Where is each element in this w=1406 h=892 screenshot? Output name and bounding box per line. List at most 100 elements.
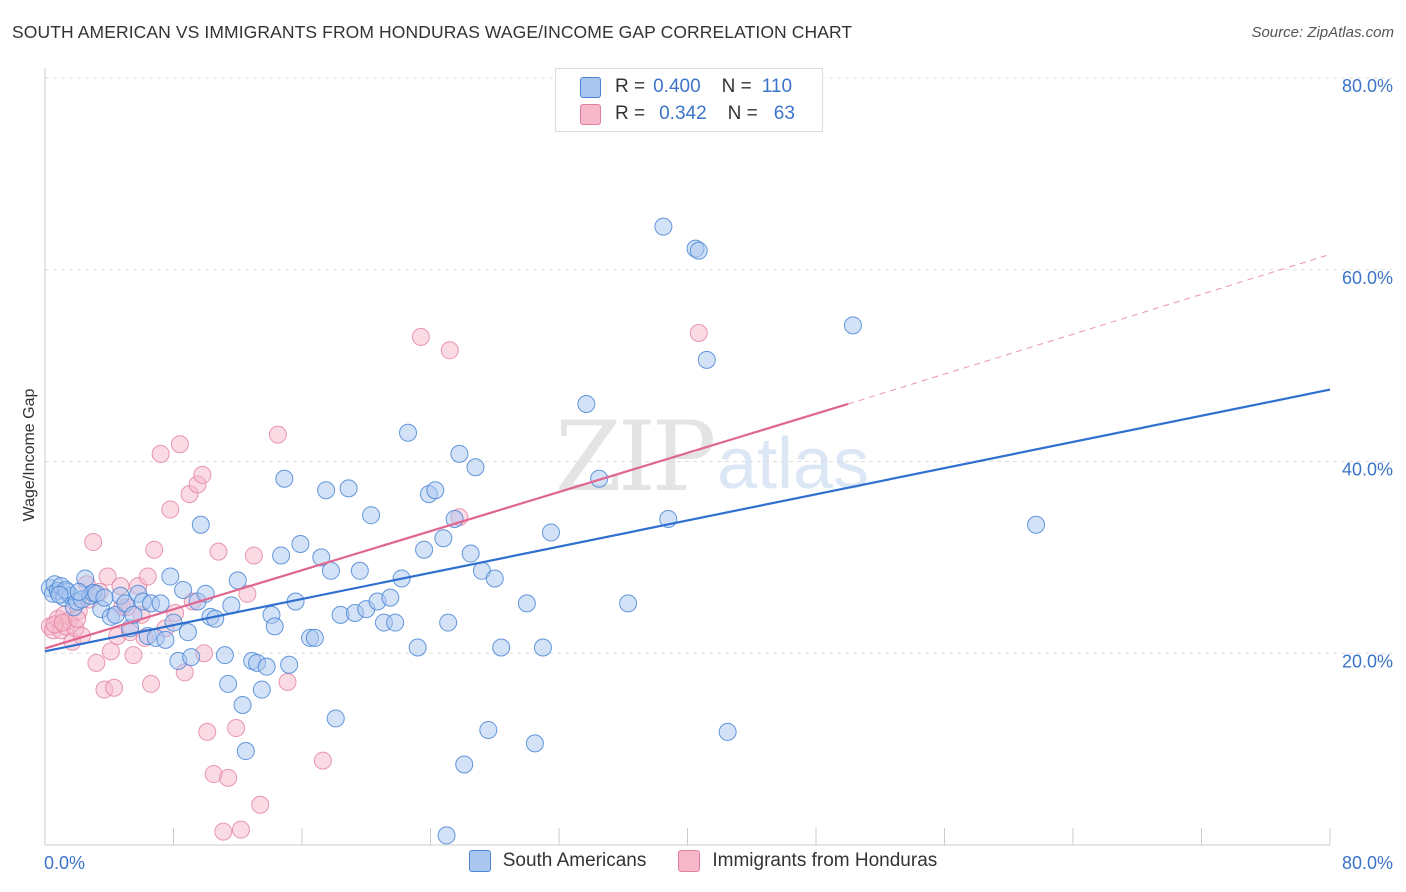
honduras-point xyxy=(105,678,124,697)
south-americans-point xyxy=(312,548,331,567)
south-americans-point xyxy=(577,394,596,413)
watermark: ZIP atlas xyxy=(555,401,869,513)
south-americans-point xyxy=(228,571,247,590)
south-americans-point xyxy=(95,588,114,607)
south-americans-point xyxy=(689,241,708,260)
r-value: 0.342 xyxy=(659,103,707,124)
legend-item-south-americans[interactable]: South Americans xyxy=(468,850,647,872)
r-label: R = xyxy=(615,76,646,97)
honduras-point xyxy=(238,584,257,603)
legend-label: South Americans xyxy=(502,850,647,871)
south-americans-point xyxy=(1027,515,1046,534)
source-label: Source: ZipAtlas.com xyxy=(1251,24,1394,41)
south-americans-trend-line xyxy=(44,388,1331,653)
n-label: N = xyxy=(727,103,758,124)
south-americans-point xyxy=(252,680,271,699)
honduras-point xyxy=(440,341,459,360)
south-americans-point xyxy=(619,594,638,613)
south-americans-point xyxy=(178,623,197,642)
honduras-point xyxy=(101,642,120,661)
blue-swatch xyxy=(468,850,491,872)
y-tick-label: 60.0% xyxy=(1342,268,1393,288)
honduras-point xyxy=(142,674,161,693)
south-americans-point xyxy=(450,444,469,463)
south-americans-point xyxy=(466,458,485,477)
south-americans-point xyxy=(50,585,69,604)
south-americans-point xyxy=(386,613,405,632)
south-americans-point xyxy=(161,567,180,586)
honduras-point xyxy=(231,820,250,839)
honduras-point xyxy=(198,722,217,741)
south-americans-point xyxy=(305,628,324,647)
honduras-point xyxy=(151,444,170,463)
honduras-point xyxy=(124,646,143,665)
honduras-point xyxy=(98,567,117,586)
south-americans-point xyxy=(415,540,434,559)
y-tick-label: 40.0% xyxy=(1342,460,1393,480)
honduras-point xyxy=(251,795,270,814)
honduras-point xyxy=(689,324,708,343)
honduras-point xyxy=(278,673,297,692)
y-tick-label: 80.0% xyxy=(1342,76,1393,96)
chart-title: SOUTH AMERICAN VS IMMIGRANTS FROM HONDUR… xyxy=(12,22,853,42)
south-americans-point xyxy=(233,696,252,715)
south-americans-point xyxy=(492,638,511,657)
honduras-point xyxy=(268,425,287,444)
pink-swatch xyxy=(678,850,701,872)
watermark-atlas: atlas xyxy=(717,424,869,504)
honduras-point xyxy=(214,822,233,841)
south-americans-point xyxy=(339,479,358,498)
honduras-point xyxy=(161,500,180,519)
n-value: 110 xyxy=(761,76,793,97)
stats-row-honduras: R = 0.342 N = 63 xyxy=(580,101,795,127)
honduras-point xyxy=(411,327,430,346)
south-americans-point xyxy=(106,605,125,624)
honduras-trend-line xyxy=(44,402,849,650)
stats-row-south-americans: R = 0.400 N = 110 xyxy=(580,74,792,100)
south-americans-point xyxy=(434,529,453,548)
legend-item-immigrants-from-honduras[interactable]: Immigrants from Honduras xyxy=(678,850,937,872)
honduras-trend-extension xyxy=(847,253,1331,405)
honduras-point xyxy=(227,719,246,738)
honduras-point xyxy=(145,540,164,559)
honduras-point xyxy=(170,435,189,454)
south-americans-point xyxy=(272,546,291,565)
grid xyxy=(45,77,1392,654)
legend: South Americans Immigrants from Honduras xyxy=(0,850,1406,872)
south-americans-point xyxy=(265,617,284,636)
south-americans-point xyxy=(191,515,210,534)
south-americans-point xyxy=(455,755,474,774)
south-americans-point xyxy=(280,655,299,674)
x-tick-label: 80.0% xyxy=(1342,853,1393,873)
watermark-zip: ZIP xyxy=(555,401,714,513)
pink-swatch xyxy=(580,103,601,125)
honduras-point xyxy=(313,751,332,770)
x-tick-label: 0.0% xyxy=(44,853,85,873)
south-americans-point xyxy=(541,523,560,542)
south-americans-point xyxy=(461,544,480,563)
south-americans-point xyxy=(69,582,88,601)
south-americans-point xyxy=(426,481,445,500)
south-americans-point xyxy=(326,709,345,728)
south-americans-point xyxy=(654,217,673,236)
south-americans-point xyxy=(174,580,193,599)
south-americans-point xyxy=(182,648,201,667)
n-value: 63 xyxy=(773,103,795,124)
honduras-point xyxy=(84,533,103,552)
south-americans-point xyxy=(321,561,340,580)
south-americans-point xyxy=(317,481,336,500)
south-americans-point xyxy=(381,588,400,607)
south-americans-point xyxy=(533,638,552,657)
n-label: N = xyxy=(721,76,752,97)
south-americans-point xyxy=(156,630,175,649)
south-americans-point xyxy=(718,722,737,741)
honduras-point xyxy=(193,465,212,484)
south-americans-point xyxy=(479,720,498,739)
trend-lines xyxy=(44,253,1331,653)
south-americans-point xyxy=(525,734,544,753)
south-americans-point xyxy=(164,613,183,632)
south-americans-point xyxy=(437,826,456,845)
south-americans-point xyxy=(236,742,255,761)
south-americans-point xyxy=(517,594,536,613)
